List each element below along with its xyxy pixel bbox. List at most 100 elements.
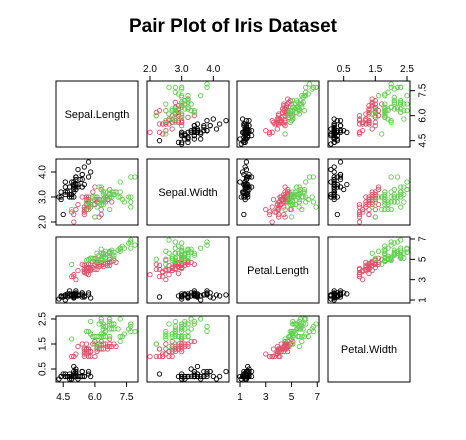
data-point	[217, 122, 221, 126]
data-point	[93, 354, 97, 358]
data-point	[205, 243, 209, 247]
data-point	[211, 117, 215, 121]
tick-label: 6.0	[418, 108, 429, 122]
variable-label: Sepal.Width	[158, 187, 217, 199]
data-point	[82, 165, 86, 169]
data-point	[154, 257, 158, 261]
data-point	[224, 369, 228, 373]
data-point	[157, 354, 161, 358]
data-point	[118, 339, 122, 343]
data-point	[402, 200, 406, 204]
data-point	[80, 195, 84, 199]
data-point	[395, 175, 399, 179]
data-point	[86, 175, 90, 179]
data-point	[173, 85, 177, 89]
data-point	[80, 172, 84, 176]
data-point	[405, 187, 409, 191]
data-point	[192, 339, 196, 343]
data-point	[133, 329, 137, 333]
tick-label: 0.5	[337, 64, 351, 75]
data-point	[76, 268, 80, 272]
data-point	[198, 93, 202, 97]
data-point	[392, 187, 396, 191]
data-point	[118, 190, 122, 194]
data-point	[129, 175, 133, 179]
data-point	[76, 344, 80, 348]
data-point	[202, 374, 206, 378]
tick-label: 4.0	[206, 64, 220, 75]
data-point	[303, 200, 307, 204]
data-point	[289, 215, 293, 219]
data-point	[338, 123, 342, 127]
data-point	[398, 185, 402, 189]
tick-label: 6.0	[88, 392, 102, 403]
data-point	[275, 127, 279, 131]
data-point	[376, 195, 380, 199]
tick-label: 1	[237, 392, 243, 403]
tick-label: 2.0	[38, 215, 49, 229]
data-point	[270, 220, 274, 224]
data-point	[93, 185, 97, 189]
tick-label: 1.5	[368, 64, 382, 75]
data-point	[398, 205, 402, 209]
data-point	[405, 102, 409, 106]
data-point	[88, 319, 92, 323]
data-point	[129, 200, 133, 204]
variable-label: Sepal.Length	[65, 109, 130, 121]
data-point	[264, 207, 268, 211]
panel-box	[328, 159, 410, 225]
data-point	[72, 220, 76, 224]
tick-label: 3	[418, 276, 429, 282]
data-point	[80, 369, 84, 373]
data-point	[370, 251, 374, 255]
data-point	[157, 347, 161, 351]
data-point	[176, 271, 180, 275]
data-point	[405, 180, 409, 184]
data-point	[242, 212, 246, 216]
variable-label: Petal.Width	[341, 344, 397, 356]
data-point	[314, 205, 318, 209]
data-point	[129, 205, 133, 209]
data-point	[157, 295, 161, 299]
tick-label: 3.0	[175, 64, 189, 75]
data-point	[373, 215, 377, 219]
data-point	[167, 344, 171, 348]
data-point	[67, 185, 71, 189]
data-point	[154, 342, 158, 346]
data-point	[118, 317, 122, 321]
data-point	[167, 272, 171, 276]
data-point	[345, 182, 349, 186]
data-point	[297, 344, 301, 348]
tick-label: 7	[315, 392, 321, 403]
data-point	[395, 200, 399, 204]
data-point	[107, 207, 111, 211]
data-point	[264, 128, 268, 132]
data-point	[405, 93, 409, 97]
data-point	[386, 207, 390, 211]
data-point	[157, 274, 161, 278]
data-point	[335, 212, 339, 216]
tick-label: 4.5	[418, 133, 429, 147]
data-point	[61, 212, 65, 216]
data-point	[224, 118, 228, 122]
tick-label: 5	[418, 256, 429, 262]
data-point	[157, 138, 161, 142]
data-point	[205, 118, 209, 122]
data-point	[360, 277, 364, 281]
data-point	[148, 272, 152, 276]
data-point	[164, 108, 168, 112]
data-point	[189, 374, 193, 378]
data-point	[198, 317, 202, 321]
data-point	[167, 322, 171, 326]
data-point	[186, 115, 190, 119]
data-point	[376, 93, 380, 97]
data-point	[208, 123, 212, 127]
data-point	[303, 180, 307, 184]
data-point	[283, 132, 287, 136]
tick-label: 7	[418, 236, 429, 242]
data-point	[306, 197, 310, 201]
data-point	[173, 100, 177, 104]
data-point	[300, 207, 304, 211]
data-point	[297, 205, 301, 209]
panel-box	[56, 159, 138, 225]
